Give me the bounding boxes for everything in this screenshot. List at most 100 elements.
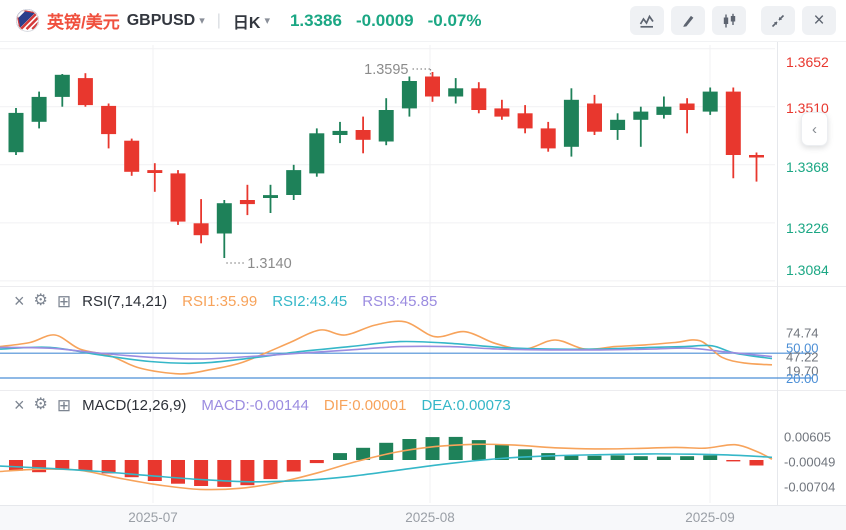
- macd-bar: [703, 455, 718, 460]
- pair-name-cn: 英镑/美元: [47, 13, 120, 32]
- candle-body: [101, 105, 117, 135]
- candle-body: [749, 155, 764, 158]
- close-chart-button[interactable]: ×: [802, 6, 836, 35]
- macd-bar: [124, 460, 139, 478]
- candle: [494, 99, 510, 120]
- macd-bar: [333, 453, 347, 460]
- x-axis-label: 2025-08: [405, 510, 455, 525]
- rsi-panel-header: × ⚙ ⊞ RSI(7,14,21) RSI1:35.99 RSI2:43.45…: [14, 288, 437, 314]
- rsi-plot: [0, 320, 812, 379]
- macd-bar: [194, 460, 209, 486]
- rsi-add-icon[interactable]: ⊞: [56, 291, 72, 311]
- candle-body: [725, 91, 741, 155]
- candle: [286, 164, 302, 200]
- quote-group: 1.3386 -0.0009 -0.07%: [290, 11, 482, 31]
- macd-bar: [9, 460, 23, 471]
- candle: [633, 106, 649, 147]
- x-axis-label: 2025-07: [128, 510, 178, 525]
- price-annotations: 1.3595 1.3140: [226, 62, 432, 272]
- rsi-close-icon[interactable]: ×: [14, 291, 25, 311]
- candle: [425, 72, 440, 102]
- price-change-pct: -0.07%: [427, 10, 482, 30]
- candlestick-icon: [723, 13, 735, 27]
- candle: [656, 96, 672, 119]
- candle-body: [124, 140, 140, 172]
- toolbar-buttons: ×: [630, 6, 836, 35]
- candle-body: [77, 78, 93, 106]
- candle: [725, 87, 741, 179]
- rsi1-value: RSI1:35.99: [182, 292, 258, 310]
- macd-bar: [425, 437, 440, 460]
- price-axis-label: 1.3084: [786, 262, 829, 278]
- candle-body: [425, 76, 440, 97]
- axis-collapse-handle[interactable]: ‹: [801, 112, 828, 146]
- macd-close-icon[interactable]: ×: [14, 395, 25, 415]
- rsi-line-rsi1: [0, 320, 773, 375]
- chart-style-button[interactable]: [712, 6, 746, 35]
- macd-value: MACD:-0.00144: [201, 396, 309, 414]
- macd-axis-label: 0.00605: [784, 430, 831, 445]
- candle: [8, 108, 24, 155]
- candle-body: [31, 96, 47, 122]
- candle-body: [239, 200, 255, 205]
- candle: [124, 138, 140, 176]
- interval-dropdown-caret-icon[interactable]: ▾: [264, 15, 270, 27]
- collapse-button[interactable]: [761, 6, 795, 35]
- collapse-icon: [771, 14, 785, 27]
- candle: [263, 184, 278, 213]
- macd-bar: [32, 460, 47, 473]
- rsi-axis-label: 47.22: [786, 350, 819, 365]
- macd-bar: [263, 460, 278, 480]
- candle: [517, 105, 533, 134]
- candle-body: [216, 203, 232, 234]
- candle-body: [610, 119, 626, 130]
- macd-settings-icon[interactable]: ⚙: [33, 396, 48, 413]
- macd-panel-header: × ⚙ ⊞ MACD(12,26,9) MACD:-0.00144 DIF:0.…: [14, 392, 511, 418]
- candle-body: [54, 74, 70, 97]
- macd-bar: [286, 460, 301, 472]
- candle: [610, 113, 626, 140]
- price-axis-label: 1.3368: [786, 159, 829, 175]
- candle-body: [355, 130, 371, 140]
- candle-body: [702, 91, 718, 112]
- candle-body: [309, 133, 325, 174]
- candle-body: [587, 103, 602, 132]
- candle-body: [378, 110, 394, 142]
- candle: [563, 88, 579, 157]
- indicator-button[interactable]: [630, 6, 664, 35]
- candle-body: [332, 130, 348, 135]
- candle: [448, 78, 464, 104]
- candle: [170, 170, 186, 225]
- gbpusd-flag-icon: [16, 9, 39, 32]
- rsi-panel-separator: [0, 286, 846, 287]
- rsi2-value: RSI2:43.45: [272, 292, 348, 310]
- toolbar: 英镑/美元 GBPUSD ▾ | 日K ▾ 1.3386 -0.0009 -0.…: [0, 0, 846, 42]
- candle: [309, 128, 325, 177]
- candle: [239, 184, 255, 216]
- macd-bar: [587, 455, 602, 460]
- candle: [332, 121, 348, 144]
- macd-bar: [726, 460, 741, 462]
- candle-body: [193, 223, 209, 236]
- pair-code[interactable]: GBPUSD: [126, 11, 196, 29]
- price-change: -0.0009: [355, 10, 414, 30]
- rsi-settings-icon[interactable]: ⚙: [33, 292, 48, 309]
- candle-body: [563, 99, 579, 147]
- dif-value: DIF:0.00001: [323, 396, 407, 414]
- price-axis-label: 1.3652: [786, 54, 829, 70]
- candle-body: [448, 88, 464, 97]
- macd-add-icon[interactable]: ⊞: [56, 395, 72, 415]
- interval-selector[interactable]: 日K: [232, 14, 261, 32]
- candle: [702, 87, 718, 115]
- rsi-axis-label: 74.74: [786, 326, 819, 341]
- candle: [101, 103, 117, 149]
- indicator-line-icon: [639, 14, 654, 28]
- pair-dropdown-caret-icon[interactable]: ▾: [199, 15, 205, 27]
- macd-bar: [494, 444, 509, 460]
- candle: [471, 82, 487, 114]
- draw-button[interactable]: [671, 6, 705, 35]
- pencil-icon: [682, 15, 693, 27]
- candle-body: [471, 88, 487, 110]
